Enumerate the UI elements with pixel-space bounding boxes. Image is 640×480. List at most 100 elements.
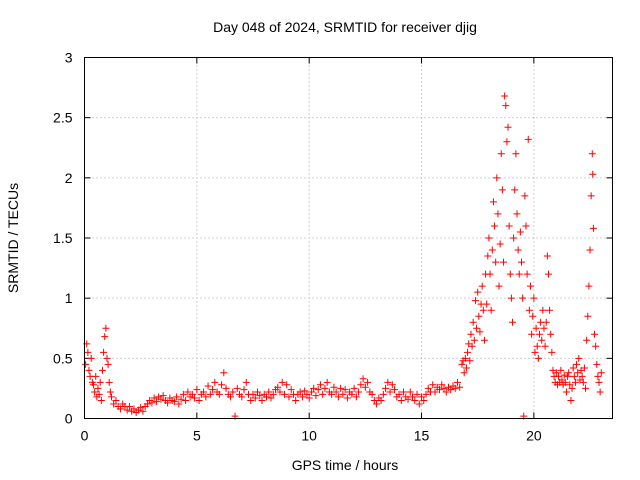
data-point [150, 394, 158, 402]
data-point [547, 330, 555, 338]
data-point [476, 328, 484, 336]
x-tick-label: 0 [81, 428, 89, 444]
y-tick-label: 1.5 [53, 230, 73, 246]
data-point [564, 372, 572, 380]
data-point [507, 294, 515, 302]
data-point [334, 393, 342, 401]
data-point [148, 399, 156, 407]
data-point [278, 378, 286, 386]
data-point [484, 252, 492, 260]
data-point [240, 386, 248, 394]
data-point [87, 354, 95, 362]
data-point [557, 366, 565, 374]
x-tick-label: 15 [414, 428, 430, 444]
data-point [567, 396, 575, 404]
data-point [587, 192, 595, 200]
data-point [596, 388, 604, 396]
data-point [404, 395, 412, 403]
data-point [100, 348, 108, 356]
data-point [526, 282, 534, 290]
data-point [377, 396, 385, 404]
data-point [529, 312, 537, 320]
data-point [501, 92, 509, 100]
data-point [506, 270, 514, 278]
data-point [314, 386, 322, 394]
data-point [321, 384, 329, 392]
data-point [453, 378, 461, 386]
data-point [310, 384, 318, 392]
data-point [238, 393, 246, 401]
data-point [435, 386, 443, 394]
data-point [157, 395, 165, 403]
data-point [323, 378, 331, 386]
data-point [112, 396, 120, 404]
data-point [509, 318, 517, 326]
data-point [137, 404, 145, 412]
data-point [107, 393, 115, 401]
data-point [523, 270, 531, 278]
data-point [515, 270, 523, 278]
data-point [97, 396, 105, 404]
data-point [95, 390, 103, 398]
data-point [415, 400, 423, 408]
data-point [242, 378, 250, 386]
data-point [560, 371, 568, 379]
data-point [285, 393, 293, 401]
data-point [487, 306, 495, 314]
data-point [339, 390, 347, 398]
data-point [251, 394, 259, 402]
data-point [206, 390, 214, 398]
data-point [312, 392, 320, 400]
data-point [548, 348, 556, 356]
data-point [470, 336, 478, 344]
data-point [498, 186, 506, 194]
data-point [296, 388, 304, 396]
data-point [104, 360, 112, 368]
data-point [494, 210, 502, 218]
data-point [233, 384, 241, 392]
plot-frame [84, 57, 613, 419]
data-point [565, 369, 573, 377]
data-point [466, 357, 474, 365]
data-point [85, 366, 93, 374]
data-point [175, 400, 183, 408]
data-point [348, 390, 356, 398]
y-tick-label: 1 [65, 290, 73, 306]
data-point [513, 210, 521, 218]
x-tick-label: 20 [526, 428, 542, 444]
data-point [542, 318, 550, 326]
data-point [543, 252, 551, 260]
data-point [125, 402, 133, 410]
data-point [569, 364, 577, 372]
data-point [469, 318, 477, 326]
data-point [478, 282, 486, 290]
data-point [522, 222, 530, 230]
data-point [418, 393, 426, 401]
data-point [541, 342, 549, 350]
data-point [130, 405, 138, 413]
data-point [579, 378, 587, 386]
data-point [589, 170, 597, 178]
data-point [101, 333, 109, 341]
data-point [359, 375, 367, 383]
data-point [488, 246, 496, 254]
data-point [258, 396, 266, 404]
data-point [591, 330, 599, 338]
data-point [164, 399, 172, 407]
data-point [215, 390, 223, 398]
data-point [495, 282, 503, 290]
data-point [493, 174, 501, 182]
data-point [106, 388, 114, 396]
data-point [379, 390, 387, 398]
data-point [566, 381, 574, 389]
data-point [191, 394, 199, 402]
data-point [546, 306, 554, 314]
data-point [562, 388, 570, 396]
data-point [480, 336, 488, 344]
data-point [105, 378, 113, 386]
data-point [391, 386, 399, 394]
data-point [330, 383, 338, 391]
data-point [570, 372, 578, 380]
data-point [328, 390, 336, 398]
data-point [370, 396, 378, 404]
